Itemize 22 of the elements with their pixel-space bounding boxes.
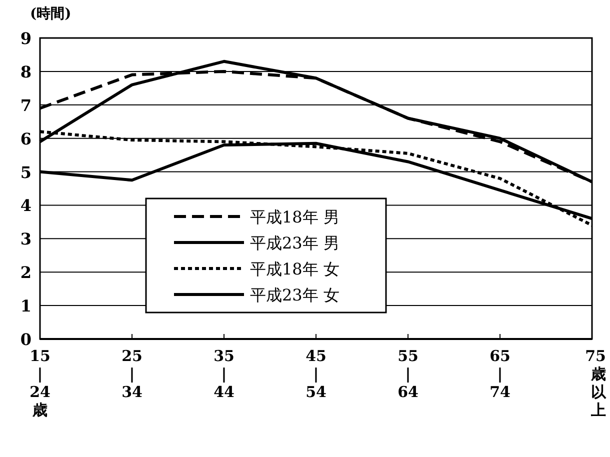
x-tick-label: 75 歳以上 [585, 347, 607, 419]
legend-label: 平成18年 男 [250, 208, 340, 226]
y-axis-title: (時間) [30, 6, 72, 22]
y-tick-label: 4 [20, 196, 32, 216]
y-tick-label: 7 [20, 96, 32, 115]
y-tick-label: 3 [20, 230, 32, 249]
y-tick-label: 8 [20, 62, 32, 82]
x-tick-label: 55 | 64 [398, 347, 418, 401]
y-tick-label: 1 [20, 296, 32, 316]
x-tick-label: 65 | 74 [490, 347, 510, 401]
legend-label: 平成23年 男 [250, 234, 340, 252]
y-tick-label: 0 [20, 330, 32, 349]
y-tick-label: 5 [20, 162, 32, 182]
x-tick-label: 45 | 54 [306, 347, 326, 401]
x-tick-label: 15 | 24 歳 [30, 347, 50, 419]
y-tick-label: 2 [20, 263, 32, 282]
y-tick-label: 9 [20, 29, 32, 48]
y-tick-label: 6 [20, 129, 32, 148]
legend-label: 平成18年 女 [250, 260, 340, 278]
x-tick-label: 25 | 34 [122, 347, 142, 401]
x-tick-label: 35 | 44 [214, 347, 234, 401]
legend-label: 平成23年 女 [250, 286, 340, 304]
